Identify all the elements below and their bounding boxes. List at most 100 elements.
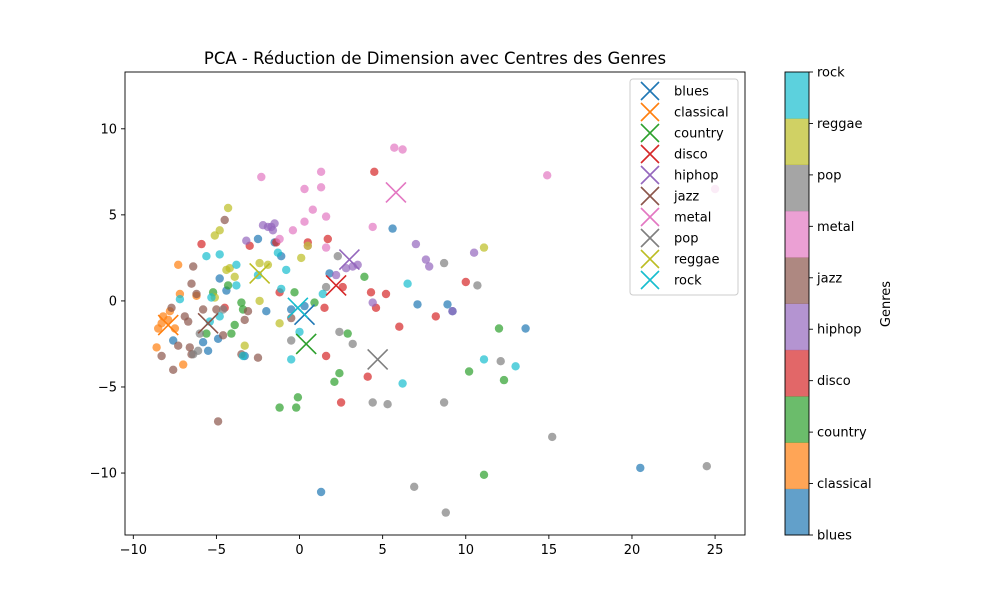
data-point-rock — [202, 252, 210, 260]
data-point-disco — [462, 278, 470, 286]
colorbar-tick-label-blues: blues — [817, 529, 852, 544]
colorbar-tick-label-classical: classical — [817, 477, 872, 492]
data-point-rock — [403, 280, 411, 288]
data-point-country — [335, 369, 343, 377]
colorbar-segment-metal — [785, 211, 809, 258]
data-point-country — [290, 288, 298, 296]
data-point-pop — [548, 433, 556, 441]
colorbar-segment-hiphop — [785, 304, 809, 351]
data-point-country — [344, 329, 352, 337]
data-point-country — [465, 367, 473, 375]
data-point-country — [495, 324, 503, 332]
data-point-disco — [322, 352, 330, 360]
data-point-country — [275, 403, 283, 411]
colorbar-segment-disco — [785, 350, 809, 397]
data-point-metal — [398, 145, 406, 153]
data-point-country — [480, 471, 488, 479]
data-point-reggae — [275, 319, 283, 327]
data-point-metal — [317, 168, 325, 176]
x-tick-label: 25 — [707, 543, 724, 558]
data-point-rock — [232, 261, 240, 269]
data-point-reggae — [241, 342, 249, 350]
data-point-rock — [319, 290, 327, 298]
data-point-metal — [543, 171, 551, 179]
data-point-disco — [370, 168, 378, 176]
center-marker-pop — [368, 349, 388, 369]
legend-label-disco: disco — [674, 148, 708, 163]
y-tick-label: 0 — [109, 294, 117, 309]
data-point-jazz — [192, 290, 200, 298]
data-point-blues — [413, 300, 421, 308]
legend-label-jazz: jazz — [673, 190, 699, 205]
colorbar-tick-label-metal: metal — [817, 220, 854, 235]
data-point-hiphop — [259, 221, 267, 229]
legend: blues classical country disco hiphop jazz meta… — [630, 79, 738, 295]
data-point-rock — [274, 249, 282, 257]
data-point-pop — [335, 328, 343, 336]
data-point-metal — [322, 243, 330, 251]
data-point-country — [294, 393, 302, 401]
data-point-reggae — [304, 242, 312, 250]
data-point-reggae — [224, 204, 232, 212]
y-tick-label: −10 — [90, 467, 117, 482]
data-point-reggae — [222, 266, 230, 274]
data-point-reggae — [297, 254, 305, 262]
colorbar-segment-pop — [785, 165, 809, 212]
data-point-metal — [300, 185, 308, 193]
data-point-metal — [322, 212, 330, 220]
x-tick-label: 20 — [624, 543, 641, 558]
data-point-pop — [334, 252, 342, 260]
y-tick-label: 5 — [109, 208, 117, 223]
x-tick-label: 15 — [541, 543, 558, 558]
data-point-disco — [337, 398, 345, 406]
x-tick-label: −10 — [120, 543, 147, 558]
colorbar-segment-rock — [785, 72, 809, 119]
data-point-blues — [636, 464, 644, 472]
data-point-disco — [395, 323, 403, 331]
data-point-country — [500, 376, 508, 384]
data-point-disco — [382, 290, 390, 298]
colorbar-tick-label-reggae: reggae — [817, 117, 863, 132]
data-point-rock — [216, 250, 224, 258]
colorbar-tick-label-pop: pop — [817, 168, 841, 183]
x-tick-label: 5 — [379, 543, 387, 558]
data-point-rock — [232, 281, 240, 289]
data-point-disco — [320, 304, 328, 312]
colorbar-tick-label-rock: rock — [817, 66, 845, 81]
data-point-hiphop — [369, 298, 377, 306]
data-point-rock — [511, 362, 519, 370]
data-point-disco — [364, 373, 372, 381]
data-point-pop — [383, 400, 391, 408]
colorbar-tick-label-disco: disco — [817, 374, 851, 389]
data-point-metal — [257, 173, 265, 181]
y-tick-label: −5 — [98, 380, 117, 395]
data-point-jazz — [189, 262, 197, 270]
legend-label-hiphop: hiphop — [674, 169, 719, 184]
chart-title: PCA - Réduction de Dimension avec Centre… — [204, 49, 666, 68]
data-point-pop — [369, 398, 377, 406]
data-point-rock — [176, 295, 184, 303]
data-point-pop — [442, 508, 450, 516]
data-point-jazz — [219, 331, 227, 339]
colorbar-tick-label-hiphop: hiphop — [817, 323, 862, 338]
data-point-metal — [317, 183, 325, 191]
center-marker-metal — [386, 182, 406, 202]
data-point-rock — [398, 379, 406, 387]
data-point-disco — [432, 312, 440, 320]
data-point-classical — [174, 261, 182, 269]
data-point-jazz — [167, 304, 175, 312]
data-point-metal — [369, 223, 377, 231]
data-point-hiphop — [448, 307, 456, 315]
data-point-metal — [289, 226, 297, 234]
data-point-jazz — [221, 216, 229, 224]
data-point-blues — [216, 274, 224, 282]
data-point-hiphop — [332, 271, 340, 279]
data-point-jazz — [214, 417, 222, 425]
legend-label-blues: blues — [674, 85, 709, 100]
data-point-rock — [282, 266, 290, 274]
legend-label-pop: pop — [674, 232, 698, 247]
data-point-disco — [197, 240, 205, 248]
data-point-blues — [388, 224, 396, 232]
data-point-country — [231, 321, 239, 329]
